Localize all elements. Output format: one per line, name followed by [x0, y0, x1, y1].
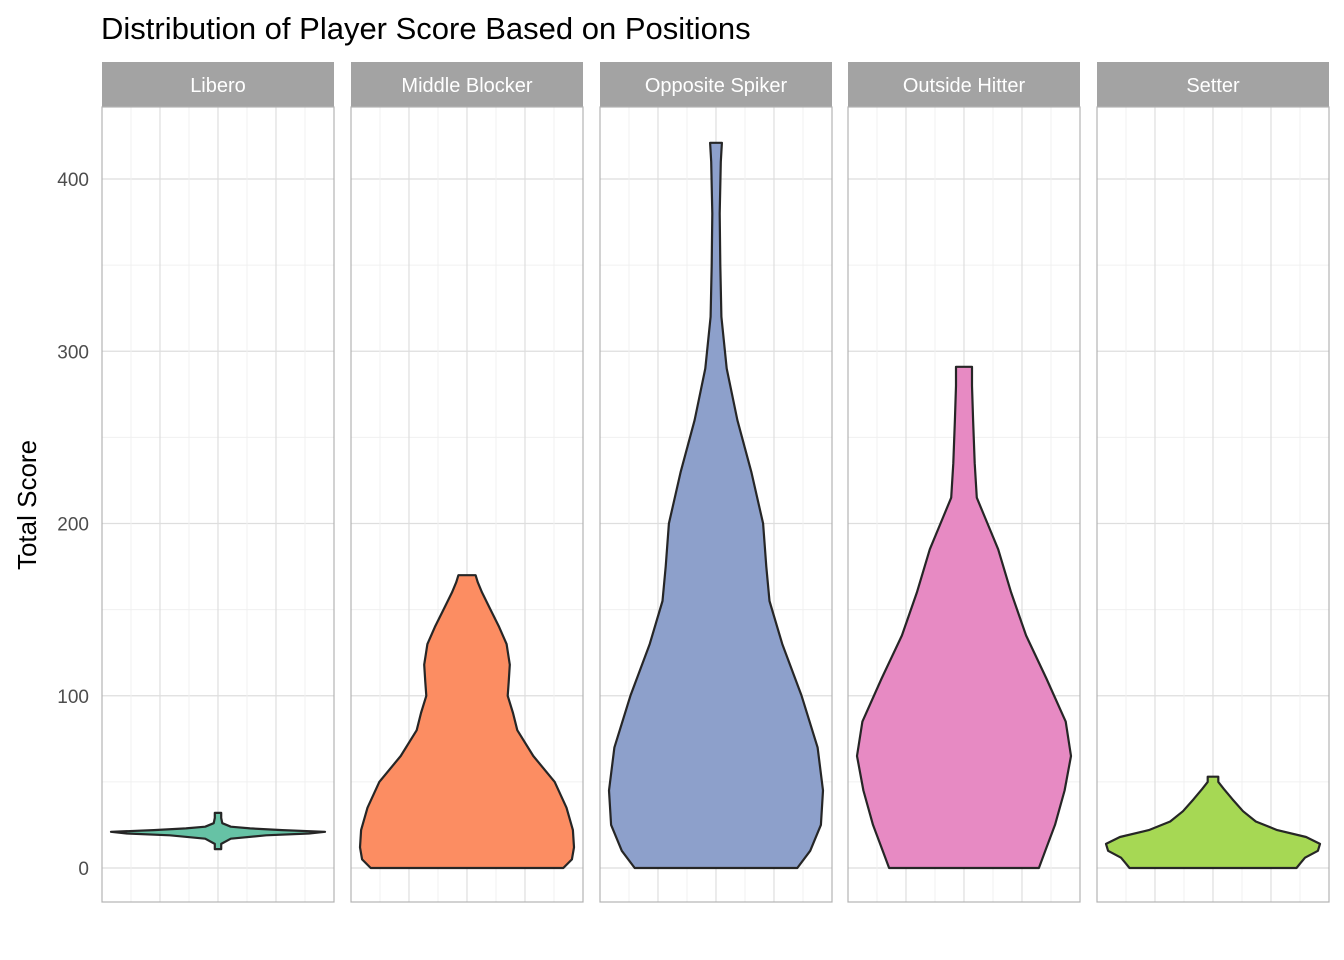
facet-strip: [600, 62, 832, 107]
facet-strip-label: Outside Hitter: [903, 75, 1026, 97]
facet-strip: [1097, 62, 1329, 107]
y-tick-label: 0: [78, 859, 89, 880]
violin-shape: [358, 574, 576, 870]
facet-strip: [102, 62, 334, 107]
y-tick-label: 400: [57, 170, 89, 191]
facet-panel: Middle Blocker: [350, 62, 584, 903]
facet-panels: Libero Middle Blocker Opposite Spiker Outsi…: [101, 62, 1330, 903]
chart-title: Distribution of Player Score Based on Po…: [101, 11, 751, 46]
panel-border: [847, 106, 1081, 903]
y-tick-label: 200: [57, 515, 89, 536]
facet-panel: Outside Hitter: [847, 62, 1081, 903]
facet-strip-label: Libero: [190, 75, 246, 97]
violin-shape: [1104, 775, 1322, 870]
panel-border: [599, 106, 833, 903]
y-tick-label: 100: [57, 687, 89, 708]
violin-shape: [109, 811, 327, 851]
facet-strip-label: Middle Blocker: [401, 75, 533, 97]
y-tick-label: 300: [57, 342, 89, 363]
facet-panel: Opposite Spiker: [599, 62, 833, 903]
facet-panel: Libero: [101, 62, 335, 903]
panel-border: [350, 106, 584, 903]
y-axis-ticks: 0 100 200 300 400: [57, 170, 89, 880]
facet-panel: Setter: [1096, 62, 1330, 903]
violin-shape: [607, 141, 825, 870]
violin-shape: [855, 365, 1073, 870]
facet-strip: [351, 62, 583, 107]
facet-strip-label: Setter: [1186, 75, 1240, 97]
facet-strip-label: Opposite Spiker: [645, 75, 788, 97]
panel-border: [1096, 106, 1330, 903]
panel-border: [101, 106, 335, 903]
y-axis-label: Total Score: [12, 440, 42, 570]
facet-strip: [848, 62, 1080, 107]
